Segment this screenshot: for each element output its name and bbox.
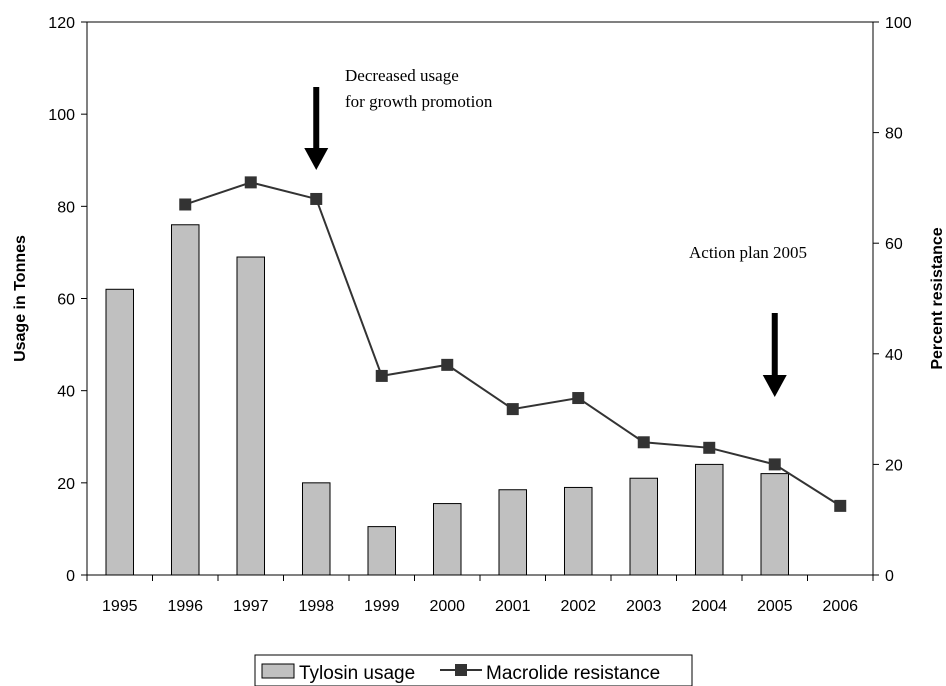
y-tick-label: 0 <box>66 568 75 585</box>
x-tick-label: 1997 <box>233 598 269 615</box>
bar-2001 <box>498 489 528 576</box>
bar-1997 <box>236 256 266 576</box>
resistance-line <box>184 181 841 507</box>
resistance-point-2001 <box>506 403 519 416</box>
axes: 0 20 40 60 80 100 120 0 20 40 60 80 100 1995 1996 1997 1… <box>12 15 946 615</box>
x-tick-label: 2003 <box>626 598 662 615</box>
resistance-point-2000 <box>441 358 454 371</box>
y2-tick-label: 40 <box>885 347 903 364</box>
legend-label-tylosin: Tylosin usage <box>299 663 415 684</box>
annotation-label-line: Action plan 2005 <box>689 243 807 262</box>
bar-1995 <box>105 288 135 576</box>
resistance-point-1999 <box>375 369 388 382</box>
bar-2002 <box>563 486 593 576</box>
x-tick-label: 2002 <box>560 598 596 615</box>
bar-2004 <box>694 463 724 576</box>
resistance-point-2006 <box>834 499 847 512</box>
y2-tick-label: 100 <box>885 15 912 32</box>
line-series <box>179 176 847 512</box>
y2-tick-label: 60 <box>885 236 903 253</box>
legend-swatch-tylosin <box>261 663 295 679</box>
x-tick-label: 2006 <box>822 598 858 615</box>
usage-arrow-head <box>304 148 329 170</box>
bar-2003 <box>629 477 659 576</box>
annotations: Decreased usage for growth promotion Actio… <box>304 66 807 397</box>
y-tick-label: 120 <box>48 15 75 32</box>
x-tick-label: 1999 <box>364 598 400 615</box>
resistance-point-2002 <box>572 392 585 405</box>
x-tick-label: 1998 <box>298 598 334 615</box>
y-tick-label: 100 <box>48 107 75 124</box>
resistance-point-2004 <box>703 441 716 454</box>
bar-2005 <box>760 473 790 576</box>
resistance-point-1997 <box>244 176 257 189</box>
legend-label-resistance: Macrolide resistance <box>486 663 660 684</box>
y2-tick-label: 80 <box>885 126 903 143</box>
x-tick-label: 2005 <box>757 598 793 615</box>
resistance-point-1996 <box>179 198 192 211</box>
action-plan-arrow-head <box>762 375 787 397</box>
x-tick-label: 1995 <box>102 598 138 615</box>
y-tick-label: 60 <box>57 292 75 309</box>
x-tick-label: 2001 <box>495 598 531 615</box>
resistance-point-2005 <box>768 458 781 471</box>
bar-2000 <box>432 503 462 576</box>
y2-axis-title: Percent resistance <box>929 227 946 369</box>
x-tick-label: 2000 <box>429 598 465 615</box>
bar-1996 <box>170 224 200 576</box>
y2-tick-label: 20 <box>885 457 903 474</box>
y-axis-title: Usage in Tonnes <box>12 235 29 362</box>
resistance-point-2003 <box>637 436 650 449</box>
resistance-point-1998 <box>310 192 323 205</box>
legend: Tylosin usage Macrolide resistance <box>254 654 693 686</box>
annotation-label-line: for growth promotion <box>345 92 493 111</box>
y-tick-label: 20 <box>57 476 75 493</box>
x-tick-label: 2004 <box>691 598 727 615</box>
bar-1998 <box>301 482 331 576</box>
y-tick-label: 80 <box>57 199 75 216</box>
bar-series <box>105 224 790 576</box>
legend-marker-resistance <box>455 664 467 676</box>
y2-tick-label: 0 <box>885 568 894 585</box>
bar-1999 <box>367 526 397 576</box>
annotation-label-line: Decreased usage <box>345 66 459 85</box>
y-tick-label: 40 <box>57 384 75 401</box>
x-tick-label: 1996 <box>167 598 203 615</box>
